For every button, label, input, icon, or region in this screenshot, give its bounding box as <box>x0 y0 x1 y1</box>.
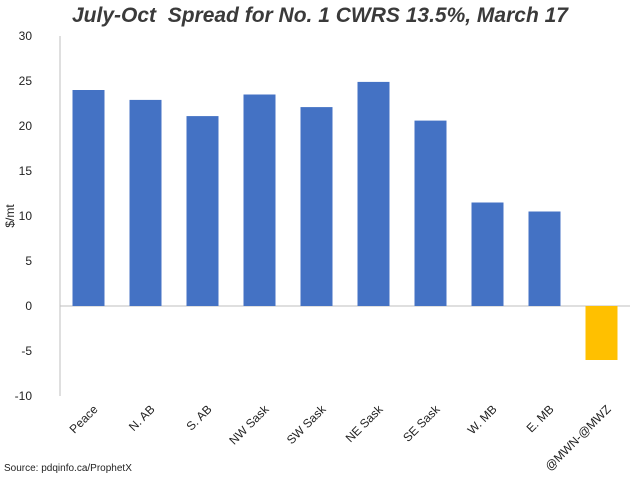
x-tick-labels: Peace N. AB S. AB NW Sask SW Sask NE Sask SE S… <box>67 402 614 474</box>
bar <box>300 107 333 306</box>
y-tick-label: -5 <box>21 344 32 358</box>
bars <box>72 81 618 360</box>
x-tick-label: Peace <box>67 402 101 436</box>
y-tick-label: 30 <box>19 29 33 43</box>
source-note: Source: pdqinfo.ca/ProphetX <box>4 463 132 474</box>
x-tick-label: SE Sask <box>400 402 443 445</box>
x-tick-label: E. MB <box>524 402 557 435</box>
bar <box>72 90 105 306</box>
y-tick-label: 15 <box>19 164 33 178</box>
x-tick-label: N. AB <box>126 402 158 434</box>
bar <box>585 306 618 360</box>
y-axis-label: $/mt <box>3 204 17 228</box>
y-tick-label: 10 <box>19 209 33 223</box>
bar <box>528 211 561 306</box>
bar <box>186 116 219 306</box>
x-tick-label: NW Sask <box>226 402 272 448</box>
bar <box>129 99 162 307</box>
x-tick-label: NE Sask <box>343 402 387 446</box>
y-tick-label: 25 <box>19 74 33 88</box>
x-tick-label: SW Sask <box>284 402 329 447</box>
bar <box>357 81 390 307</box>
bar <box>414 120 447 306</box>
y-tick-labels: 30 25 20 15 10 5 0 -5 -10 <box>15 29 33 403</box>
x-tick-label: W. MB <box>465 402 500 437</box>
chart-title: July-Oct Spread for No. 1 CWRS 13.5%, Ma… <box>72 4 568 27</box>
y-tick-label: 20 <box>19 119 33 133</box>
bar <box>243 94 276 306</box>
y-tick-label: 0 <box>25 299 32 313</box>
y-tick-label: 5 <box>25 254 32 268</box>
x-tick-label: S. AB <box>183 402 214 433</box>
y-tick-label: -10 <box>15 389 33 403</box>
bar <box>471 202 504 306</box>
